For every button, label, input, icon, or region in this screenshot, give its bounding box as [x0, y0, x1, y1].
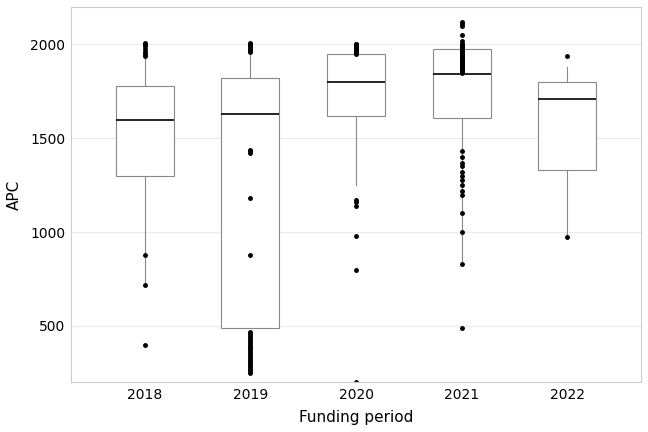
- PathPatch shape: [538, 82, 596, 170]
- PathPatch shape: [327, 54, 385, 116]
- X-axis label: Funding period: Funding period: [299, 410, 413, 425]
- Y-axis label: APC: APC: [7, 179, 22, 210]
- PathPatch shape: [116, 86, 174, 176]
- PathPatch shape: [222, 78, 279, 328]
- PathPatch shape: [433, 49, 491, 118]
